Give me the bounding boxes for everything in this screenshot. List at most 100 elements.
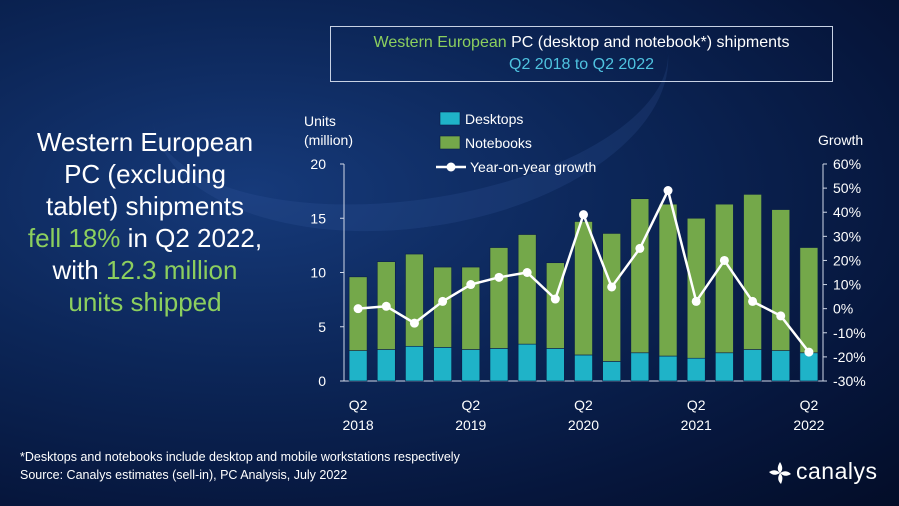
chart-title: Western European PC (desktop and noteboo… — [331, 32, 832, 54]
headline-line-6: units shipped — [68, 287, 222, 317]
growth-point — [635, 243, 645, 253]
bar-desktops — [658, 355, 678, 382]
y-tick-label: 15 — [310, 210, 326, 226]
footnote: *Desktops and notebooks include desktop … — [20, 448, 460, 484]
y-tick-label: 10 — [310, 265, 326, 281]
y2-tick-label: 30% — [833, 228, 861, 244]
bar-notebooks — [658, 203, 678, 357]
y-tick-label: 5 — [318, 319, 326, 335]
growth-point — [607, 282, 617, 292]
x-tick-label-year: 2018 — [343, 417, 374, 433]
bar-desktops — [489, 348, 509, 382]
canalys-logo: canalys — [766, 458, 886, 488]
y2-tick-label: 0% — [833, 301, 853, 317]
growth-point — [438, 296, 448, 306]
bar-notebooks — [771, 209, 791, 351]
bar-desktops — [517, 343, 537, 382]
bar-desktops — [348, 350, 368, 382]
y2-tick-label: 40% — [833, 204, 861, 220]
bar-notebooks — [715, 203, 734, 354]
y-axis-title-line-1: Units — [304, 113, 336, 129]
y2-tick-label: 60% — [833, 156, 861, 172]
bar-notebooks — [517, 234, 537, 345]
headline-line-4: fell 18% in Q2 2022, — [10, 222, 280, 254]
y2-tick-label: 20% — [833, 252, 861, 268]
y2-tick-label: -30% — [833, 373, 866, 389]
legend-label-desktops: Desktops — [465, 111, 523, 127]
y2-tick-label: 50% — [833, 180, 861, 196]
headline-units: 12.3 million — [105, 255, 238, 285]
x-tick-label-year: 2019 — [455, 417, 486, 433]
headline-line-1: Western European — [36, 127, 254, 157]
legend-swatch-growth-marker — [446, 162, 456, 172]
growth-point — [381, 301, 391, 311]
legend-swatch-notebooks — [439, 135, 461, 150]
headline-line-2: PC (excluding — [64, 159, 226, 189]
y-tick-label: 0 — [318, 373, 326, 389]
x-tick-label-year: 2020 — [568, 417, 599, 433]
headline-line-5: with 12.3 million — [10, 254, 280, 286]
bar-desktops — [602, 361, 621, 382]
bar-notebooks — [799, 247, 819, 354]
y2-tick-label: -10% — [833, 325, 866, 341]
legend-label-growth: Year-on-year growth — [470, 159, 596, 175]
y2-tick-label: 10% — [833, 277, 861, 293]
bar-notebooks — [405, 253, 424, 347]
growth-point — [353, 304, 363, 314]
bar-notebooks — [574, 221, 593, 356]
canalys-logo-text: canalys — [796, 458, 878, 484]
bar-desktops — [405, 345, 424, 382]
growth-point — [776, 311, 786, 321]
footnote-source: Source: Canalys estimates (sell-in), PC … — [20, 468, 348, 482]
x-tick-label-quarter: Q2 — [574, 397, 593, 413]
x-tick-label-year: 2022 — [793, 417, 824, 433]
chart-title-region: Western European — [373, 34, 507, 51]
headline: Western European PC (excluding tablet) s… — [10, 126, 280, 318]
canalys-logo-icon — [769, 462, 791, 484]
headline-line-3: tablet) shipments — [46, 191, 244, 221]
chart-title-box: Western European PC (desktop and noteboo… — [330, 26, 833, 82]
x-tick-label-quarter: Q2 — [800, 397, 819, 413]
bar-desktops — [630, 352, 650, 382]
bar-desktops — [771, 350, 791, 382]
bar-notebooks — [686, 217, 706, 359]
footnote-definition: *Desktops and notebooks include desktop … — [20, 450, 460, 464]
growth-point — [804, 347, 814, 357]
headline-line-4-rest: in Q2 2022, — [120, 223, 263, 253]
bar-desktops — [743, 349, 762, 382]
growth-point — [550, 294, 560, 304]
bar-desktops — [461, 349, 481, 382]
headline-decline: fell 18% — [27, 223, 121, 253]
growth-point — [579, 210, 588, 220]
growth-point — [466, 280, 476, 290]
bar-notebooks — [602, 233, 621, 362]
y2-axis-title: Growth — [818, 132, 863, 148]
bar-notebooks — [743, 194, 762, 350]
growth-point — [691, 296, 701, 306]
bar-notebooks — [461, 266, 481, 350]
bar-desktops — [376, 349, 396, 382]
bar-notebooks — [348, 276, 368, 351]
x-tick-label-year: 2021 — [681, 417, 712, 433]
headline-line-5-pre: with — [52, 255, 106, 285]
bar-desktops — [574, 354, 593, 382]
bar-notebooks — [630, 198, 650, 354]
bar-notebooks — [489, 247, 509, 349]
x-tick-label-quarter: Q2 — [461, 397, 480, 413]
growth-point — [409, 318, 419, 328]
chart-subtitle: Q2 2018 to Q2 2022 — [509, 56, 654, 73]
legend-label-notebooks: Notebooks — [465, 135, 532, 151]
bar-desktops — [799, 352, 819, 382]
legend-swatch-desktops — [439, 111, 461, 126]
y2-tick-label: -20% — [833, 349, 866, 365]
growth-point — [663, 186, 673, 196]
x-tick-label-quarter: Q2 — [349, 397, 368, 413]
y-tick-label: 20 — [310, 156, 326, 172]
bar-desktops — [433, 347, 452, 382]
bar-desktops — [686, 357, 706, 382]
bar-desktops — [715, 352, 734, 382]
growth-point — [522, 268, 532, 277]
bar-desktops — [546, 348, 565, 382]
bar-notebooks — [546, 262, 565, 349]
